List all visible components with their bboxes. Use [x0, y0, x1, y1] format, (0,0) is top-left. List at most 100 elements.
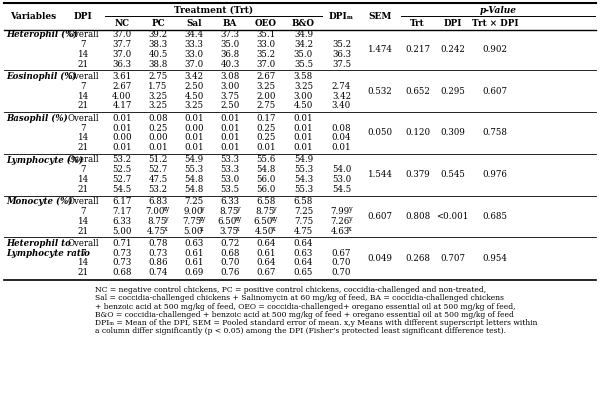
- Text: 3.00: 3.00: [294, 92, 313, 101]
- Text: 35.0: 35.0: [220, 40, 239, 49]
- Text: p-Value: p-Value: [479, 6, 517, 15]
- Text: 35.5: 35.5: [294, 60, 313, 69]
- Text: 0.00: 0.00: [148, 134, 168, 142]
- Text: 52.7: 52.7: [148, 165, 167, 174]
- Text: 9.00: 9.00: [183, 207, 203, 216]
- Text: 0.01: 0.01: [112, 143, 132, 152]
- Text: 0.63: 0.63: [184, 239, 203, 248]
- Text: 7: 7: [80, 249, 86, 258]
- Text: 4.00: 4.00: [112, 92, 132, 101]
- Text: 6.33: 6.33: [113, 217, 131, 226]
- Text: 3.61: 3.61: [112, 72, 131, 81]
- Text: 0.01: 0.01: [112, 124, 132, 133]
- Text: 52.7: 52.7: [112, 175, 131, 184]
- Text: 6.50: 6.50: [254, 217, 273, 226]
- Text: 3.25: 3.25: [294, 82, 313, 91]
- Text: 1.474: 1.474: [368, 45, 392, 54]
- Text: 38.8: 38.8: [148, 60, 167, 69]
- Text: 0.00: 0.00: [184, 124, 204, 133]
- Text: 2.50: 2.50: [220, 102, 239, 110]
- Text: Heterophil (%): Heterophil (%): [6, 30, 77, 39]
- Text: 0.08: 0.08: [332, 124, 352, 133]
- Text: 0.545: 0.545: [440, 170, 465, 179]
- Text: 4.50: 4.50: [255, 227, 274, 236]
- Text: 0.01: 0.01: [293, 124, 313, 133]
- Text: 35.2: 35.2: [332, 40, 351, 49]
- Text: 4.50: 4.50: [184, 92, 203, 101]
- Text: 40.5: 40.5: [148, 50, 167, 59]
- Text: 55.3: 55.3: [294, 185, 313, 194]
- Text: 7.75: 7.75: [294, 217, 313, 226]
- Text: 0.04: 0.04: [332, 134, 351, 142]
- Text: 2.75: 2.75: [148, 72, 167, 81]
- Text: 0.86: 0.86: [148, 258, 168, 268]
- Text: 14: 14: [77, 50, 89, 59]
- Text: 2.00: 2.00: [256, 92, 276, 101]
- Text: 2.74: 2.74: [332, 82, 351, 91]
- Text: 3.40: 3.40: [332, 102, 351, 110]
- Text: 6.58: 6.58: [294, 197, 313, 206]
- Text: y: y: [236, 205, 240, 213]
- Text: 0.67: 0.67: [256, 268, 275, 277]
- Text: Overall: Overall: [67, 30, 99, 39]
- Text: 0.25: 0.25: [256, 124, 275, 133]
- Text: 39.2: 39.2: [148, 30, 167, 39]
- Text: 36.8: 36.8: [220, 50, 239, 59]
- Text: 1.75: 1.75: [148, 82, 167, 91]
- Text: 54.5: 54.5: [332, 185, 351, 194]
- Text: 4.17: 4.17: [112, 102, 131, 110]
- Text: 56.0: 56.0: [256, 185, 275, 194]
- Text: 4.63: 4.63: [331, 227, 350, 236]
- Text: 7.99: 7.99: [331, 207, 350, 216]
- Text: 0.120: 0.120: [405, 128, 430, 138]
- Text: 47.5: 47.5: [148, 175, 167, 184]
- Text: 6.17: 6.17: [112, 197, 131, 206]
- Text: y: y: [272, 205, 276, 213]
- Text: 21: 21: [77, 227, 89, 236]
- Text: 21: 21: [77, 102, 89, 110]
- Text: 35.1: 35.1: [256, 30, 275, 39]
- Text: 0.01: 0.01: [332, 143, 352, 152]
- Text: + benzoic acid at 500 mg/kg of feed, OEO = coccidia-challenged+ oregano essentia: + benzoic acid at 500 mg/kg of feed, OEO…: [95, 303, 515, 310]
- Text: 0.01: 0.01: [148, 143, 168, 152]
- Text: 0.01: 0.01: [293, 134, 313, 142]
- Text: 0.050: 0.050: [367, 128, 392, 138]
- Text: 0.01: 0.01: [256, 143, 276, 152]
- Text: B&O = coccidia-challenged + benzoic acid at 500 mg/kg of feed + oregano essentia: B&O = coccidia-challenged + benzoic acid…: [95, 311, 514, 319]
- Text: 0.72: 0.72: [220, 239, 239, 248]
- Text: 0.70: 0.70: [332, 268, 351, 277]
- Text: 3.75: 3.75: [220, 92, 239, 101]
- Text: 36.3: 36.3: [332, 50, 351, 59]
- Text: 4.75: 4.75: [294, 227, 313, 236]
- Text: 36.3: 36.3: [113, 60, 131, 69]
- Text: 0.68: 0.68: [220, 249, 240, 258]
- Text: 7: 7: [80, 124, 86, 133]
- Text: 0.61: 0.61: [184, 249, 204, 258]
- Text: 3.25: 3.25: [148, 102, 167, 110]
- Text: 0.61: 0.61: [184, 258, 204, 268]
- Text: 0.01: 0.01: [220, 134, 240, 142]
- Text: 0.607: 0.607: [482, 87, 508, 96]
- Text: 0.01: 0.01: [112, 114, 132, 123]
- Text: Variables: Variables: [10, 12, 56, 21]
- Text: 7: 7: [80, 165, 86, 174]
- Text: 14: 14: [77, 92, 89, 101]
- Text: 53.3: 53.3: [221, 165, 239, 174]
- Text: BA: BA: [223, 19, 237, 28]
- Text: 6.83: 6.83: [148, 197, 167, 206]
- Text: x: x: [164, 225, 168, 233]
- Text: 21: 21: [77, 268, 89, 277]
- Text: 34.9: 34.9: [294, 30, 313, 39]
- Text: y: y: [200, 205, 204, 213]
- Text: Overall: Overall: [67, 197, 99, 206]
- Text: Overall: Overall: [67, 239, 99, 248]
- Text: NC: NC: [115, 19, 130, 28]
- Text: 0.309: 0.309: [440, 128, 465, 138]
- Text: 2.50: 2.50: [184, 82, 203, 91]
- Text: 55.3: 55.3: [294, 165, 313, 174]
- Text: 14: 14: [77, 134, 89, 142]
- Text: 0.532: 0.532: [368, 87, 392, 96]
- Text: 7: 7: [80, 207, 86, 216]
- Text: x: x: [272, 225, 276, 233]
- Text: 52.5: 52.5: [112, 165, 131, 174]
